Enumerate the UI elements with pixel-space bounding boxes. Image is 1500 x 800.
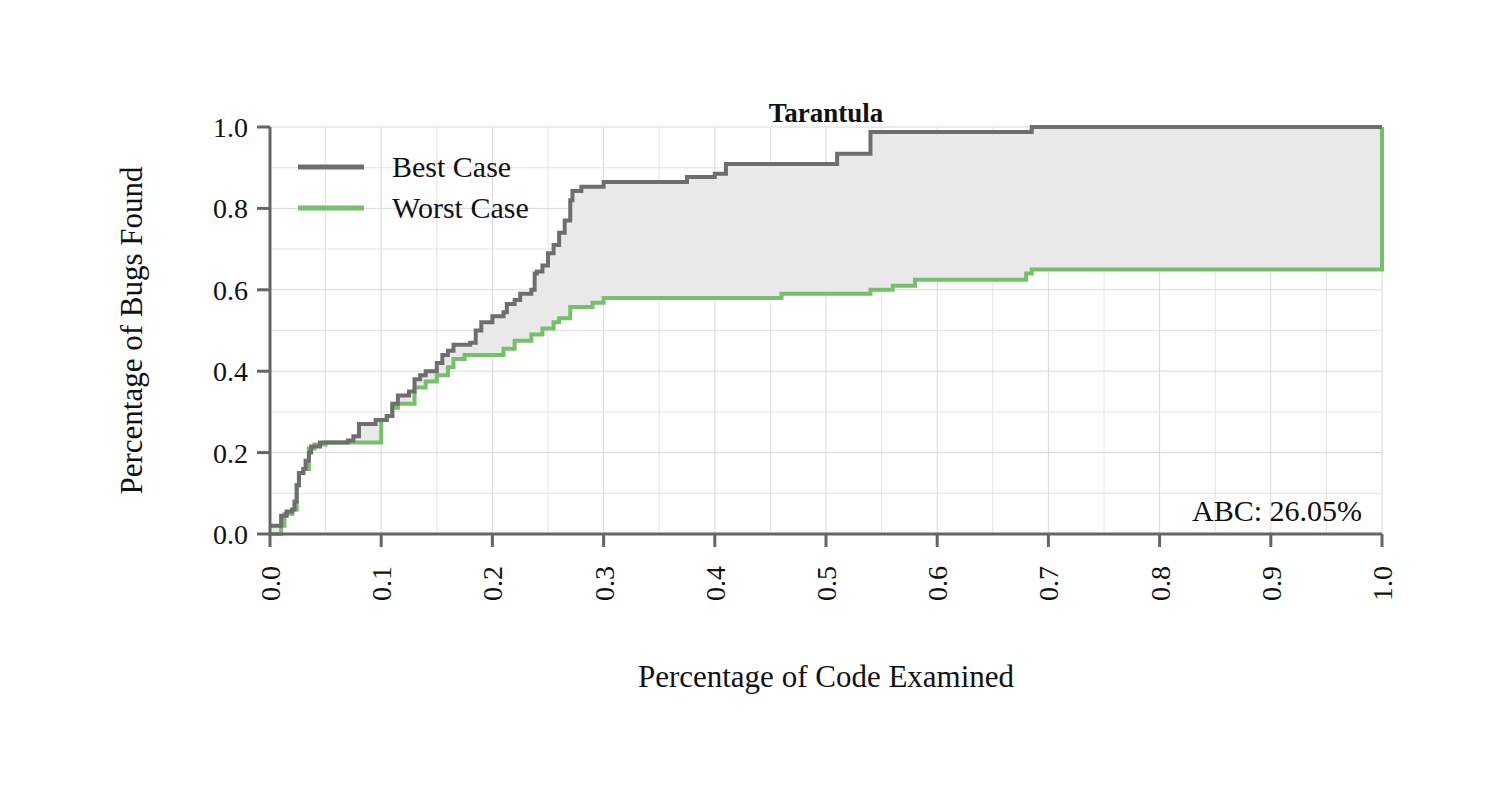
x-tick-label: 0.3 <box>589 566 620 601</box>
x-tick <box>380 534 383 547</box>
y-tick-label: 0.8 <box>213 193 248 224</box>
y-axis-label: Percentage of Bugs Found <box>114 166 149 495</box>
y-tick <box>257 533 270 536</box>
y-tick <box>257 207 270 210</box>
x-tick-label: 0.1 <box>366 566 397 601</box>
chart: 0.0 0.1 0.2 0.3 0.4 0.5 0.6 0.7 0.8 0.9 1.0 0.0 0.2 0… <box>0 0 1500 800</box>
y-tick <box>257 370 270 373</box>
legend: Best Case Worst Case <box>298 150 529 224</box>
x-tick-label: 0.7 <box>1033 566 1064 601</box>
legend-swatch <box>298 165 364 170</box>
x-axis-label: Percentage of Code Examined <box>638 659 1015 694</box>
y-minor-grid-line <box>270 411 1382 412</box>
y-tick-label: 0.0 <box>213 519 248 550</box>
x-tick-label: 1.0 <box>1367 566 1398 601</box>
x-tick-label: 0.6 <box>922 566 953 601</box>
x-tick-label: 0.5 <box>811 566 842 601</box>
band <box>270 127 1382 534</box>
x-grid-line <box>270 127 271 534</box>
y-tick-label: 0.4 <box>213 356 248 387</box>
legend-label: Worst Case <box>392 191 529 224</box>
x-tick <box>1269 534 1272 547</box>
legend-label: Best Case <box>392 150 511 183</box>
x-tick <box>1158 534 1161 547</box>
axes: 0.0 0.1 0.2 0.3 0.4 0.5 0.6 0.7 0.8 0.9 1.0 0.0 0.2 0… <box>213 112 1398 601</box>
x-tick <box>1381 534 1384 547</box>
series-line <box>270 127 1382 526</box>
y-axis-line <box>269 127 272 534</box>
x-tick <box>491 534 494 547</box>
x-tick <box>713 534 716 547</box>
plot-area <box>270 127 1382 534</box>
y-tick <box>257 451 270 454</box>
legend-swatch <box>298 206 364 211</box>
y-grid-line <box>270 452 1382 453</box>
y-tick-label: 0.6 <box>213 275 248 306</box>
y-minor-grid-line <box>270 330 1382 331</box>
x-tick-label: 0.2 <box>477 566 508 601</box>
y-tick <box>257 288 270 291</box>
x-tick <box>1047 534 1050 547</box>
x-tick <box>602 534 605 547</box>
annotation: ABC: 26.05% <box>1192 494 1362 527</box>
x-tick <box>825 534 828 547</box>
title: Tarantula <box>769 98 884 128</box>
x-tick-label: 0.4 <box>700 566 731 601</box>
x-tick-label: 0.0 <box>255 566 286 601</box>
series-line <box>270 127 1382 534</box>
x-tick <box>936 534 939 547</box>
x-tick-label: 0.8 <box>1145 566 1176 601</box>
y-tick-label: 0.2 <box>213 438 248 469</box>
y-tick <box>257 126 270 129</box>
grid <box>270 127 1382 534</box>
x-tick-label: 0.9 <box>1256 566 1287 601</box>
y-tick-label: 1.0 <box>213 112 248 143</box>
x-tick <box>269 534 272 547</box>
